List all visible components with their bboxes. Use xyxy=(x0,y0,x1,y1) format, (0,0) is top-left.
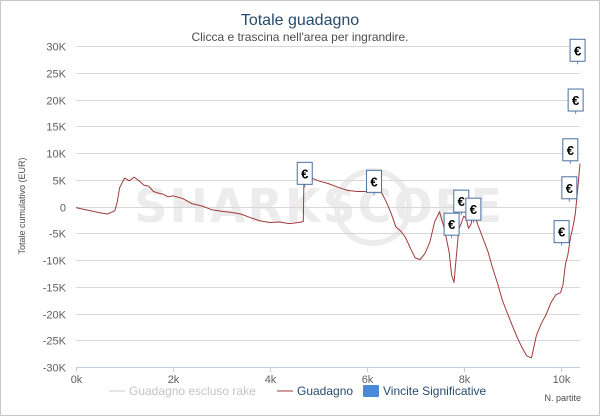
chart-title: Totale guadagno xyxy=(241,12,359,29)
marker-box xyxy=(443,212,460,236)
legend-symbol xyxy=(363,385,379,397)
marker-box xyxy=(366,169,383,193)
marker-box xyxy=(567,88,584,112)
marker-box xyxy=(562,138,579,162)
y-axis-title: Totale cumulativo (EUR) xyxy=(17,157,27,254)
euro-icon: € xyxy=(567,143,574,158)
x-tick-label: 4k xyxy=(265,374,277,386)
marker-box xyxy=(465,197,482,221)
significant-win-marker[interactable]: € xyxy=(562,138,579,164)
x-tick-label: 6k xyxy=(362,374,374,386)
euro-icon: € xyxy=(574,43,581,58)
y-axis-ticks: 30K 25K 20K 15K 10K 5K 0 -5K -10K -15K -20K -25K -30… xyxy=(43,42,67,375)
y-tick-label: 20K xyxy=(46,96,66,108)
series-line-1 xyxy=(75,163,581,359)
euro-icon: € xyxy=(370,174,377,189)
y-tick-label: -10K xyxy=(43,256,67,268)
y-tick-label: 30K xyxy=(46,42,66,54)
y-tick-label: -15K xyxy=(43,283,67,295)
euro-icon: € xyxy=(558,225,565,240)
y-tick-label: -25K xyxy=(43,336,67,348)
significant-win-marker[interactable]: € xyxy=(465,197,482,224)
legend-label: Guadagno xyxy=(297,384,353,398)
y-tick-label: -5K xyxy=(49,229,67,241)
series-layer xyxy=(75,163,581,359)
legend-item[interactable]: Guadagno xyxy=(277,384,353,398)
euro-icon: € xyxy=(458,194,465,209)
x-tick-label: 0k xyxy=(71,374,83,386)
euro-icon: € xyxy=(301,166,308,181)
legend[interactable]: Guadagno escluso rake Guadagno Vincite Sig… xyxy=(109,384,486,398)
legend-label: Vincite Significative xyxy=(383,384,486,398)
legend-label: Guadagno escluso rake xyxy=(129,384,256,398)
euro-icon: € xyxy=(470,202,477,217)
legend-item[interactable]: Vincite Significative xyxy=(363,384,486,398)
x-tick-label: 2k xyxy=(168,374,180,386)
significant-win-marker[interactable]: € xyxy=(553,220,570,246)
y-tick-label: 5K xyxy=(53,176,67,188)
x-tick-label: 10k xyxy=(553,374,571,386)
watermark-logo: SHARKSCOPE xyxy=(134,168,503,246)
marker-box xyxy=(553,220,570,244)
euro-icon: € xyxy=(572,93,579,108)
y-tick-label: 25K xyxy=(46,69,66,81)
significant-win-marker[interactable]: € xyxy=(569,38,586,65)
euro-icon: € xyxy=(448,217,455,232)
chart-subtitle: Clicca e trascina nell'area per ingrandi… xyxy=(191,30,408,44)
grid-lines xyxy=(76,46,580,368)
y-tick-label: -30K xyxy=(43,363,67,375)
markers-layer[interactable]: €€€€€€€€€€ xyxy=(296,38,586,246)
x-axis-title: N. partite xyxy=(544,393,581,403)
x-axis-ticks: 0k 2k 4k 6k 8k 10k xyxy=(71,367,580,386)
x-tick-label: 8k xyxy=(459,374,471,386)
watermark-text: SHARKSCOPE xyxy=(134,179,503,233)
marker-box xyxy=(569,38,586,62)
euro-icon: € xyxy=(566,181,573,196)
significant-win-marker[interactable]: € xyxy=(561,176,578,202)
legend-item[interactable]: Guadagno escluso rake xyxy=(109,384,256,398)
significant-win-marker[interactable]: € xyxy=(366,169,383,196)
marker-box xyxy=(296,161,313,185)
y-tick-label: -20K xyxy=(43,310,67,322)
significant-win-marker[interactable]: € xyxy=(443,212,460,239)
significant-win-marker[interactable]: € xyxy=(567,88,584,115)
significant-win-marker[interactable]: € xyxy=(453,189,470,216)
marker-box xyxy=(561,176,578,200)
y-tick-label: 10K xyxy=(46,149,66,161)
y-tick-label: 0 xyxy=(60,203,66,215)
significant-win-marker[interactable]: € xyxy=(296,161,313,188)
y-tick-label: 15K xyxy=(46,122,66,134)
